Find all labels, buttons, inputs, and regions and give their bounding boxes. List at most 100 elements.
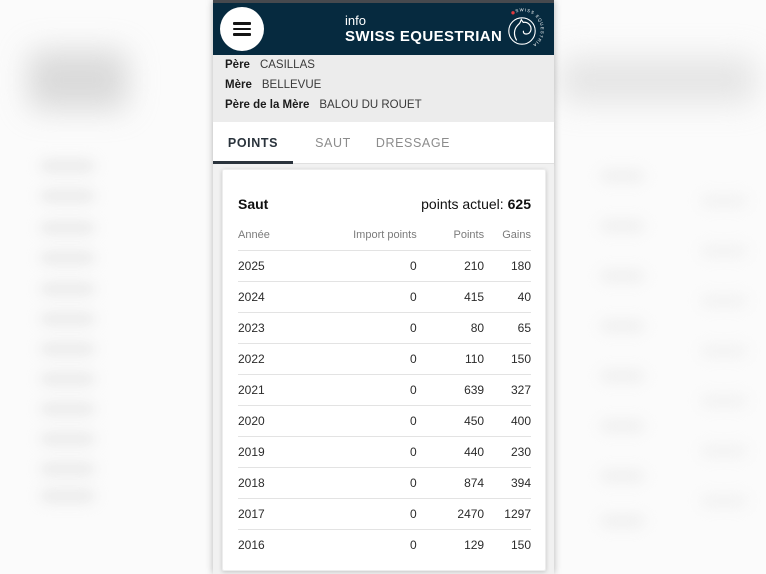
table-cell: 2024 [238,281,328,313]
background-blur-blob [40,190,95,202]
table-cell: 210 [416,250,485,282]
app-frame: info SWISS EQUESTRIAN SWISS EQUESTRIAN P… [213,0,554,574]
table-row: 2016 0 129 150 [238,529,531,560]
table-cell: 874 [416,467,485,499]
table-cell: 0 [327,405,417,437]
background-blur-blob [700,495,748,507]
tab-bar: POINTS SAUT DRESSAGE [213,122,554,164]
table-cell: 0 [327,529,417,560]
table-cell: 2023 [238,312,328,344]
table-row: 2022 0 110 150 [238,343,531,375]
table-cell: 65 [484,312,531,344]
svg-text:SWISS EQUESTRIAN: SWISS EQUESTRIAN [499,7,545,48]
app-title: info [345,13,366,28]
background-blur-blob [40,283,95,295]
swiss-equestrian-logo-icon: SWISS EQUESTRIAN [497,3,545,53]
hamburger-icon [233,22,251,36]
background-blur-blob [700,295,748,307]
background-blur-blob [40,490,95,502]
table-cell: 0 [327,374,417,406]
table-cell: 400 [484,405,531,437]
background-blur-blob [40,160,95,172]
background-blur-blob [600,270,645,282]
table-row: 2018 0 874 394 [238,467,531,499]
table-cell: 639 [416,374,485,406]
table-cell: 2017 [238,498,328,530]
pedigree-row: Père de la Mère BALOU DU ROUET [213,99,554,119]
logo-inner-circle [508,17,536,45]
app-title-block: info SWISS EQUESTRIAN [345,13,502,45]
background-blur-blob [700,245,748,257]
logo-red-dot [511,11,515,15]
background-blur-blob [40,403,95,415]
table-cell: 2016 [238,529,328,560]
background-blur-blob [600,320,645,332]
table-cell: 1297 [484,498,531,530]
table-cell: 2021 [238,374,328,406]
pedigree-label: Père de la Mère [225,99,310,111]
table-cell: 150 [484,529,531,560]
table-cell: 180 [484,250,531,282]
pedigree-value: BELLEVUE [261,79,322,91]
background-blur-blob [40,433,95,445]
table-cell: 0 [327,467,417,499]
background-blur-blob [700,195,748,207]
card-title: Saut [238,196,269,212]
tab-dressage[interactable]: DRESSAGE [375,135,451,150]
table-cell: 40 [484,281,531,313]
table-cell: 129 [416,529,485,560]
table-cell: 0 [327,436,417,468]
background-blur-blob [560,56,756,104]
tab-points[interactable]: POINTS [213,122,293,164]
tab-saut[interactable]: SAUT [315,135,351,150]
background-blur-blob [40,463,95,475]
table-cell: 2019 [238,436,328,468]
table-row: 2021 0 639 327 [238,374,531,406]
pedigree-section: Père CASILLAS Mère BELLEVUE Père de la Mère B… [213,55,554,122]
table-cell: 440 [416,436,485,468]
pedigree-row: Père CASILLAS [213,59,554,79]
points-table: Année Import points Points Gains 2025 0 210 18… [238,225,531,560]
pedigree-label: Mère [225,79,252,91]
table-cell: 327 [484,374,531,406]
table-cell: 2018 [238,467,328,499]
table-cell: 80 [416,312,485,344]
column-header: Gains [502,229,531,241]
table-row: 2024 0 415 40 [238,281,531,313]
background-blur-blob [600,220,645,232]
table-cell: 2020 [238,405,328,437]
column-header: Année [238,229,270,241]
table-cell: 2470 [416,498,485,530]
table-cell: 0 [327,498,417,530]
background-blur-blob [40,373,95,385]
background-blur-blob [600,170,645,182]
table-cell: 0 [327,312,417,344]
table-row: 2020 0 450 400 [238,405,531,437]
app-header: info SWISS EQUESTRIAN SWISS EQUESTRIAN [213,3,554,55]
table-cell: 150 [484,343,531,375]
table-cell: 230 [484,436,531,468]
table-cell: 415 [416,281,485,313]
table-cell: 0 [327,250,417,282]
table-cell: 0 [327,343,417,375]
points-card: Saut points actuel: 625 Année Import point… [222,169,546,571]
background-blur-blob [40,222,95,234]
background-blur-blob [700,445,748,457]
menu-button[interactable] [220,7,264,51]
card-header: Saut points actuel: 625 [238,196,531,212]
table-cell: 450 [416,405,485,437]
background-blur-blob [600,470,645,482]
pedigree-label: Père [225,59,250,71]
table-row: 2025 0 210 180 [238,250,531,282]
table-row: 2017 0 2470 1297 [238,498,531,530]
logo-ring-text: SWISS EQUESTRIAN [497,3,544,48]
content-area: Saut points actuel: 625 Année Import point… [213,164,554,574]
background-blur-blob [600,515,645,527]
pedigree-row: Mère BELLEVUE [213,79,554,99]
table-row: 2019 0 440 230 [238,436,531,468]
pedigree-value: CASILLAS [259,59,315,71]
background-blur-blob [700,395,748,407]
status-bar [213,0,554,3]
table-row: 2023 0 80 65 [238,312,531,344]
background-blur-blob [600,420,645,432]
